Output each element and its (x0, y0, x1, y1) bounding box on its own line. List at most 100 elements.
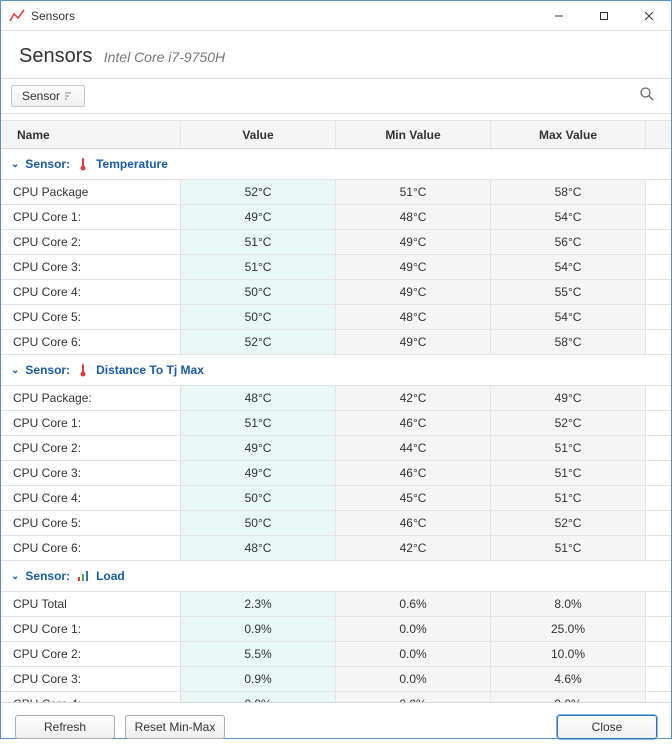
column-header-min[interactable]: Min Value (336, 121, 491, 148)
table-row[interactable]: CPU Core 4:50°C49°C55°C (1, 280, 671, 305)
cell-value: 48°C (181, 386, 336, 410)
cell-min: 0.0% (336, 667, 491, 691)
cell-min: 51°C (336, 180, 491, 204)
cell-max: 9.0% (491, 692, 646, 702)
window-title: Sensors (31, 9, 75, 23)
cell-min: 44°C (336, 436, 491, 460)
toolbar: Sensor (1, 79, 671, 114)
sensor-dropdown[interactable]: Sensor (11, 85, 85, 107)
table-row[interactable]: CPU Core 2:5.5%0.0%10.0% (1, 642, 671, 667)
cell-max: 55°C (491, 280, 646, 304)
cell-name: CPU Core 2: (1, 642, 181, 666)
table-row[interactable]: CPU Package:48°C42°C49°C (1, 386, 671, 411)
cell-name: CPU Package (1, 180, 181, 204)
cell-value: 49°C (181, 436, 336, 460)
cell-max: 8.0% (491, 592, 646, 616)
sensor-dropdown-label: Sensor (22, 89, 60, 103)
sensor-table: Name Value Min Value Max Value ⌄Sensor:T… (1, 120, 671, 702)
cell-value: 48°C (181, 536, 336, 560)
close-window-button[interactable] (626, 1, 671, 31)
cell-name: CPU Core 6: (1, 330, 181, 354)
sort-icon (64, 91, 74, 101)
table-row[interactable]: CPU Package52°C51°C58°C (1, 180, 671, 205)
cell-name: CPU Core 1: (1, 617, 181, 641)
page-header: Sensors Intel Core i7-9750H (1, 31, 671, 79)
cell-max: 52°C (491, 411, 646, 435)
group-header[interactable]: ⌄ Sensor: Load (1, 561, 671, 592)
cell-min: 46°C (336, 511, 491, 535)
group-header[interactable]: ⌄Sensor:Temperature (1, 149, 671, 180)
cell-max: 52°C (491, 511, 646, 535)
chevron-down-icon: ⌄ (11, 365, 19, 376)
cell-min: 48°C (336, 205, 491, 229)
table-row[interactable]: CPU Total2.3%0.6%8.0% (1, 592, 671, 617)
minimize-button[interactable] (536, 1, 581, 31)
cell-min: 49°C (336, 280, 491, 304)
cell-min: 49°C (336, 255, 491, 279)
cell-name: CPU Core 3: (1, 667, 181, 691)
close-button[interactable]: Close (557, 715, 657, 739)
cell-min: 48°C (336, 305, 491, 329)
table-row[interactable]: CPU Core 5:50°C46°C52°C (1, 511, 671, 536)
app-icon (9, 8, 25, 24)
cell-value: 50°C (181, 511, 336, 535)
table-row[interactable]: CPU Core 3:51°C49°C54°C (1, 255, 671, 280)
cell-name: CPU Core 2: (1, 436, 181, 460)
column-header-value[interactable]: Value (181, 121, 336, 148)
titlebar: Sensors (1, 1, 671, 31)
group-name: Load (96, 569, 125, 583)
cell-min: 42°C (336, 536, 491, 560)
cell-value: 0.9% (181, 667, 336, 691)
table-body[interactable]: ⌄Sensor:TemperatureCPU Package52°C51°C58… (1, 149, 671, 702)
cell-min: 46°C (336, 461, 491, 485)
table-row[interactable]: CPU Core 3:0.9%0.0%4.6% (1, 667, 671, 692)
cell-max: 51°C (491, 486, 646, 510)
table-row[interactable]: CPU Core 6:52°C49°C58°C (1, 330, 671, 355)
cell-name: CPU Total (1, 592, 181, 616)
table-row[interactable]: CPU Core 5:50°C48°C54°C (1, 305, 671, 330)
search-icon[interactable] (639, 86, 661, 107)
cell-max: 51°C (491, 461, 646, 485)
table-header: Name Value Min Value Max Value (1, 121, 671, 149)
table-row[interactable]: CPU Core 1:51°C46°C52°C (1, 411, 671, 436)
cell-value: 5.5% (181, 642, 336, 666)
chevron-down-icon: ⌄ (11, 571, 19, 582)
cell-min: 49°C (336, 330, 491, 354)
cell-name: CPU Core 5: (1, 511, 181, 535)
cell-value: 50°C (181, 280, 336, 304)
refresh-button[interactable]: Refresh (15, 715, 115, 739)
cell-value: 0.9% (181, 617, 336, 641)
table-row[interactable]: CPU Core 6:48°C42°C51°C (1, 536, 671, 561)
cell-name: CPU Core 3: (1, 255, 181, 279)
cell-min: 42°C (336, 386, 491, 410)
column-header-max[interactable]: Max Value (491, 121, 646, 148)
cell-value: 49°C (181, 461, 336, 485)
table-row[interactable]: CPU Core 3:49°C46°C51°C (1, 461, 671, 486)
column-header-name[interactable]: Name (1, 121, 181, 148)
chevron-down-icon: ⌄ (11, 159, 19, 170)
group-prefix: Sensor: (25, 363, 70, 377)
page-title: Sensors (19, 45, 92, 68)
table-row[interactable]: CPU Core 4:0.9%0.0%9.0% (1, 692, 671, 702)
table-row[interactable]: CPU Core 1:0.9%0.0%25.0% (1, 617, 671, 642)
cell-name: CPU Core 1: (1, 411, 181, 435)
cell-value: 51°C (181, 255, 336, 279)
cell-name: CPU Core 6: (1, 536, 181, 560)
cell-max: 49°C (491, 386, 646, 410)
maximize-button[interactable] (581, 1, 626, 31)
group-prefix: Sensor: (25, 569, 70, 583)
table-row[interactable]: CPU Core 4:50°C45°C51°C (1, 486, 671, 511)
table-row[interactable]: CPU Core 2:51°C49°C56°C (1, 230, 671, 255)
cell-min: 45°C (336, 486, 491, 510)
table-row[interactable]: CPU Core 2:49°C44°C51°C (1, 436, 671, 461)
group-header[interactable]: ⌄Sensor:Distance To Tj Max (1, 355, 671, 386)
cell-value: 2.3% (181, 592, 336, 616)
cell-max: 54°C (491, 205, 646, 229)
reset-min-max-button[interactable]: Reset Min-Max (125, 715, 225, 739)
table-row[interactable]: CPU Core 1:49°C48°C54°C (1, 205, 671, 230)
cell-name: CPU Core 4: (1, 692, 181, 702)
cell-min: 46°C (336, 411, 491, 435)
cell-max: 51°C (491, 436, 646, 460)
thermometer-icon (76, 363, 90, 377)
cell-value: 49°C (181, 205, 336, 229)
